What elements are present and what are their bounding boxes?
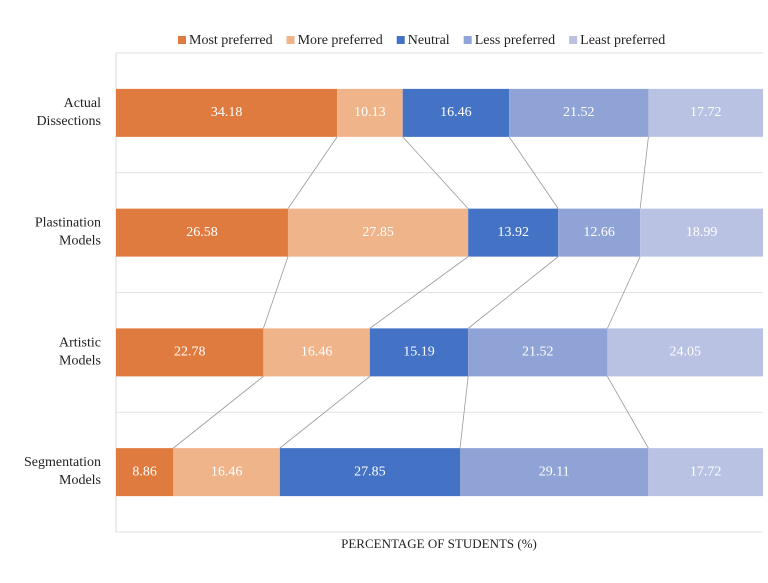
- y-tick-label-line: Models: [59, 473, 101, 488]
- legend-swatch: [178, 36, 186, 44]
- value-label: 21.52: [563, 105, 595, 120]
- bar-segment: [402, 88, 510, 137]
- bar-segment: [460, 448, 649, 497]
- value-label: 16.46: [301, 345, 333, 360]
- value-label: 17.72: [690, 105, 722, 120]
- bar-segment: [369, 328, 469, 377]
- legend-swatch: [396, 36, 405, 44]
- bar-segment: [337, 88, 403, 137]
- y-tick-label: Actual Dissections: [36, 96, 101, 129]
- value-label: 26.58: [186, 225, 218, 240]
- y-tick-label-line: Artistic: [59, 336, 101, 351]
- legend-label: More preferred: [298, 33, 383, 48]
- connector-line: [607, 256, 641, 329]
- value-label: 12.66: [583, 225, 615, 240]
- value-label: 22.78: [174, 345, 206, 360]
- value-label: 16.46: [440, 105, 472, 120]
- value-label: 21.52: [522, 345, 554, 360]
- bar-segment: [509, 88, 649, 137]
- bar-segment: [468, 328, 608, 377]
- connector-line: [467, 256, 559, 329]
- legend-label: Most preferred: [189, 33, 273, 48]
- value-label: 13.92: [497, 225, 529, 240]
- connector-line: [402, 136, 469, 209]
- connector-line: [369, 256, 469, 329]
- bar-segment: [279, 448, 461, 497]
- connector-line: [607, 376, 649, 449]
- value-label: 34.18: [211, 105, 243, 120]
- bar-segment: [607, 328, 763, 377]
- bar-segment: [173, 448, 280, 497]
- connector-line: [508, 136, 559, 209]
- legend-swatch: [569, 36, 578, 44]
- bar-segment: [287, 208, 469, 257]
- y-tick-label-line: Actual: [64, 96, 101, 111]
- connector-line: [459, 376, 469, 449]
- bar-segment: [263, 328, 370, 377]
- bar-segment: [116, 448, 174, 497]
- bar-segment: [648, 88, 764, 137]
- value-label: 29.11: [539, 464, 570, 479]
- legend-swatch: [463, 36, 472, 44]
- bar-segment: [116, 88, 338, 137]
- y-tick-label: Segmentation Models: [24, 455, 101, 488]
- connector-line: [263, 256, 289, 329]
- y-tick-label-line: Models: [59, 354, 101, 369]
- value-label: 24.05: [669, 345, 701, 360]
- bar-segment: [116, 208, 288, 257]
- legend-label: Neutral: [408, 33, 450, 48]
- connector-line: [287, 136, 338, 209]
- connector-line: [173, 376, 264, 449]
- y-tick-label-line: Models: [59, 234, 101, 249]
- value-label: 27.85: [362, 225, 394, 240]
- legend-swatch: [286, 36, 295, 44]
- bar-segment: [468, 208, 559, 257]
- connector-line: [279, 376, 371, 449]
- connector-line: [639, 136, 649, 209]
- bar-segment: [116, 328, 264, 377]
- bar-segment: [648, 448, 763, 497]
- y-tick-label-line: Plastination: [35, 216, 101, 231]
- value-label: 17.72: [690, 464, 722, 479]
- value-label: 16.46: [211, 464, 243, 479]
- bar-segment: [640, 208, 763, 257]
- y-tick-label-line: Dissections: [36, 114, 101, 129]
- value-label: 8.86: [132, 464, 157, 479]
- value-label: 18.99: [686, 225, 718, 240]
- x-axis-label: PERCENTAGE OF STUDENTS (%): [341, 536, 537, 551]
- value-label: 10.13: [354, 105, 386, 120]
- value-label: 27.85: [354, 464, 386, 479]
- y-tick-label-line: Segmentation: [24, 455, 101, 470]
- y-tick-label: Plastination Models: [35, 216, 101, 249]
- bar-segment: [558, 208, 641, 257]
- legend-label: Least preferred: [580, 33, 665, 48]
- legend-label: Less preferred: [475, 33, 555, 48]
- value-label: 15.19: [403, 345, 435, 360]
- y-tick-label: Artistic Models: [59, 336, 101, 369]
